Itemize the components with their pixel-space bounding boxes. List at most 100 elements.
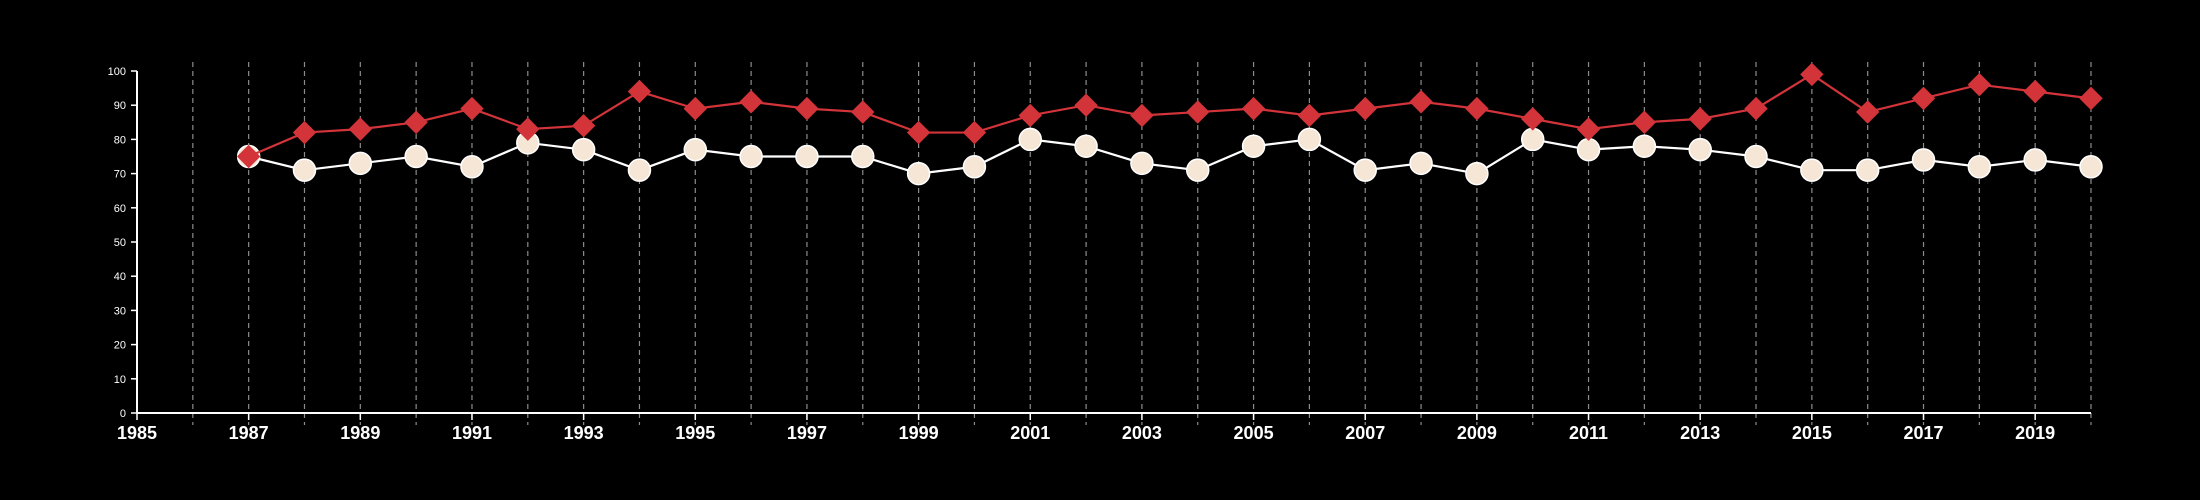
y-tick-label-50: 50 (114, 237, 126, 249)
x-tick-label-2009: 2009 (1457, 423, 1497, 443)
series-0-point-2006 (1297, 127, 1322, 152)
series-1-diamond (236, 62, 2103, 169)
x-tick-label-1993: 1993 (564, 423, 604, 443)
y-tick-label-30: 30 (114, 305, 126, 317)
x-gridlines (192, 62, 2092, 425)
series-0-point-1999 (906, 161, 931, 186)
y-tick-label-80: 80 (114, 134, 126, 146)
x-tick-label-2003: 2003 (1122, 423, 1162, 443)
series-1-point-2000 (962, 120, 987, 145)
series-1-point-1993 (571, 114, 596, 138)
series-1-point-1990 (404, 110, 428, 135)
series-1-point-2004 (1186, 100, 1210, 124)
x-tick-label-1987: 1987 (229, 423, 269, 443)
series-1-point-1995 (683, 96, 707, 121)
series-1-point-2015 (1800, 62, 1824, 87)
series-1-point-2006 (1297, 103, 1322, 128)
series-1-point-1992 (516, 117, 540, 141)
series-0-point-2000 (962, 155, 987, 179)
x-tick-label-2013: 2013 (1680, 423, 1720, 443)
series-0-point-2009 (1465, 161, 1489, 186)
y-tick-label-90: 90 (114, 100, 126, 112)
series-0-point-2003 (1130, 151, 1154, 176)
series-0-point-1993 (571, 137, 596, 162)
series-1-point-2016 (1855, 100, 1880, 124)
series-1-point-2020 (2079, 86, 2103, 111)
series-0-line (248, 138, 2092, 175)
series-0-point-1994 (627, 158, 652, 182)
series-0-point-2011 (1576, 137, 1601, 162)
x-tick-label-2005: 2005 (1234, 423, 1274, 443)
series-1-point-2009 (1465, 96, 1489, 121)
series-0-point-1997 (795, 144, 819, 169)
y-tick-label-40: 40 (114, 271, 126, 283)
series-0-point-2020 (2079, 155, 2103, 179)
series-0-point-2019 (2023, 148, 2047, 172)
x-tick-label-2019: 2019 (2015, 423, 2055, 443)
x-tick-label-2011: 2011 (1569, 423, 1608, 443)
series-0-point-2010 (1520, 127, 1545, 152)
series-1-point-1998 (851, 100, 875, 124)
series-1-point-2014 (1744, 96, 1768, 121)
series-0-point-2005 (1241, 134, 1266, 158)
series-1-point-1989 (348, 117, 373, 141)
series-0-point-1991 (460, 155, 484, 179)
series-1-point-2019 (2023, 79, 2047, 104)
series-0-point-2012 (1632, 134, 1657, 158)
x-tick-label-1999: 1999 (899, 423, 939, 443)
series-1-point-1987 (236, 144, 261, 169)
series-0-point-2007 (1353, 158, 1377, 182)
series-0-point-1998 (851, 144, 875, 169)
y-tick-label-70: 70 (114, 169, 126, 181)
series-1-point-1999 (906, 120, 931, 145)
series-1-point-2013 (1688, 107, 1712, 131)
y-tick-label-100: 100 (108, 66, 126, 78)
series-1-point-2011 (1576, 117, 1601, 141)
series-0-point-1989 (348, 151, 373, 176)
y-axis-ticks: 0 10 20 30 40 50 60 70 80 90 100 (108, 66, 137, 420)
series-0-point-1988 (292, 158, 317, 182)
series-0-point-1995 (683, 137, 708, 162)
x-tick-label-1991: 1991 (452, 423, 492, 443)
series-1-point-1997 (795, 96, 819, 121)
series-1-line (248, 73, 2092, 158)
series-0-point-2015 (1800, 158, 1824, 182)
series-0-point-2004 (1185, 158, 1210, 182)
series-0-point-2018 (1967, 155, 1992, 179)
y-tick-label-20: 20 (114, 340, 126, 352)
series-0-point-2013 (1688, 137, 1712, 162)
series-1-point-2008 (1409, 90, 1433, 114)
series-0-point-2001 (1018, 127, 1043, 152)
x-tick-label-1989: 1989 (340, 423, 380, 443)
series-0-point-2002 (1074, 134, 1098, 158)
x-tick-label-2015: 2015 (1792, 423, 1832, 443)
series-1-point-2005 (1241, 96, 1266, 121)
series-1-point-2003 (1130, 103, 1154, 128)
series-1-point-1988 (292, 120, 317, 145)
series-1-point-1994 (627, 79, 652, 104)
series-1-point-2012 (1632, 110, 1657, 135)
series-1-point-2010 (1521, 107, 1545, 131)
series-0-circle (236, 127, 2103, 186)
series-0-point-2014 (1744, 144, 1768, 169)
series-1-point-1991 (460, 96, 484, 121)
x-tick-label-1985: 1985 (117, 423, 157, 443)
series (236, 62, 2103, 186)
series-1-point-2002 (1074, 93, 1098, 117)
series-0-point-2017 (1911, 148, 1936, 172)
series-0-point-2016 (1855, 158, 1880, 182)
y-tick-label-60: 60 (114, 203, 126, 215)
series-1-point-2001 (1018, 103, 1042, 128)
series-1-point-2007 (1353, 96, 1377, 121)
x-axis-ticks: 1985 1987 1989 1991 1993 1995 1997 1999 2001 2003… (117, 413, 2055, 443)
x-tick-label-1995: 1995 (675, 423, 715, 443)
x-tick-label-2007: 2007 (1345, 423, 1385, 443)
series-1-point-1996 (739, 90, 763, 114)
axes (136, 71, 2091, 414)
y-tick-label-10: 10 (114, 374, 126, 386)
series-1-point-2018 (1967, 72, 1992, 97)
x-tick-label-2017: 2017 (1903, 423, 1943, 443)
series-0-point-1990 (404, 144, 428, 169)
series-0-point-2008 (1409, 151, 1433, 176)
